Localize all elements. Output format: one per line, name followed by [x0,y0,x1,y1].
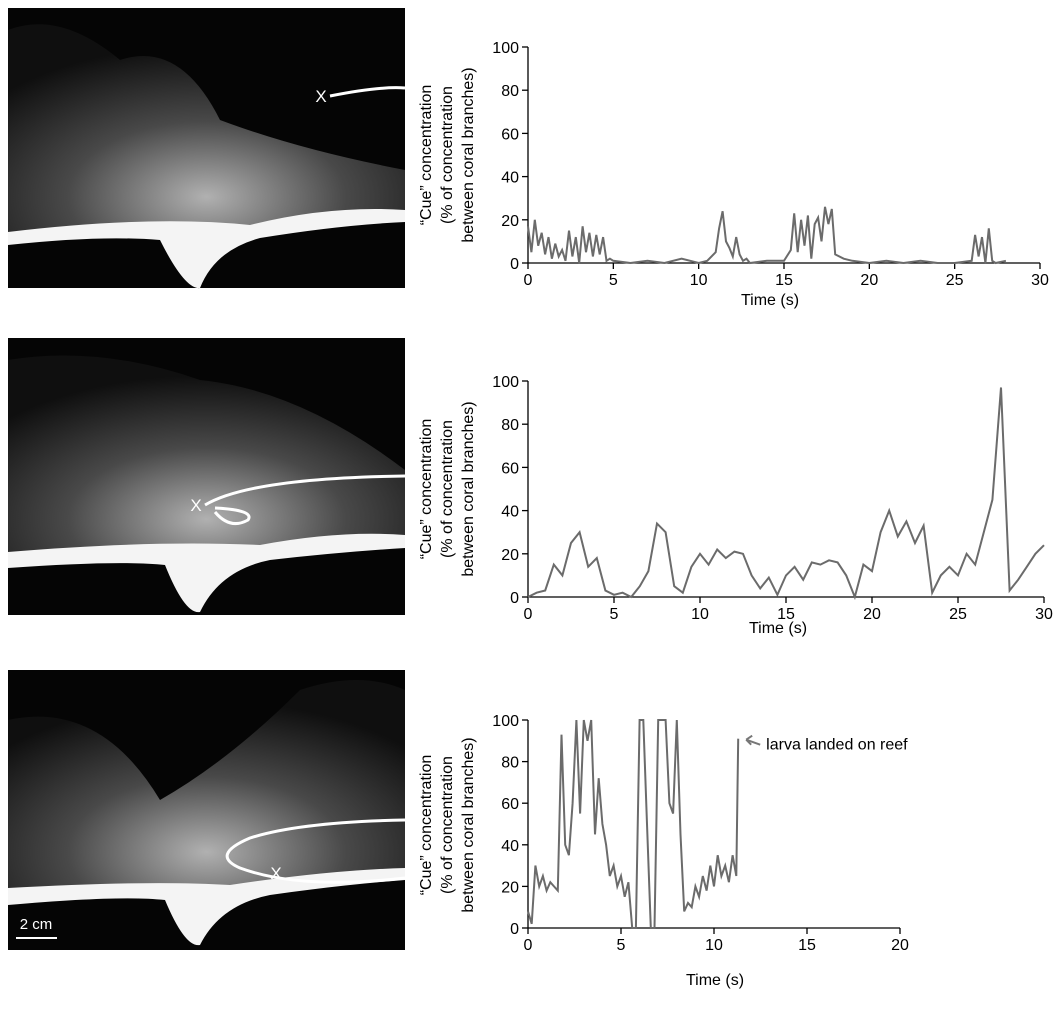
y-axis-label: “Cue” concentration [418,85,435,226]
scale-bar-label: 2 cm [20,916,53,933]
x-tick-label: 5 [610,606,619,623]
x-tick-label: 10 [690,272,708,289]
annotation-arrow [745,734,761,746]
position-marker: X [190,496,201,515]
y-tick-label: 60 [501,460,519,477]
x-axis-label: Time (s) [686,972,744,989]
y-tick-label: 80 [501,83,519,100]
y-axis-label: “Cue” concentration [418,419,435,560]
image-panel: X [8,338,406,615]
y-tick-label: 20 [501,213,519,230]
x-tick-label: 10 [691,606,709,623]
y-tick-label: 40 [501,838,519,855]
data-line [527,387,1045,601]
x-tick-label: 5 [609,272,618,289]
x-tick-label: 30 [1031,272,1049,289]
position-marker: X [315,87,326,106]
y-axis-label: between coral branches) [460,67,477,242]
y-tick-label: 60 [501,796,519,813]
x-tick-label: 0 [524,606,533,623]
y-tick-label: 60 [501,126,519,143]
x-tick-label: 20 [863,606,881,623]
y-axis-label: (% of concentration [439,420,456,558]
x-tick-label: 30 [1035,606,1053,623]
y-axis-label: between coral branches) [460,401,477,576]
y-tick-label: 100 [492,713,519,730]
annotation: larva landed on reef [766,737,908,754]
data-line [527,719,740,929]
y-tick-label: 80 [501,755,519,772]
position-marker: X [270,864,281,883]
y-tick-label: 100 [492,374,519,391]
y-tick-label: 80 [501,417,519,434]
x-tick-label: 20 [860,272,878,289]
image-panel: X [8,8,406,289]
y-axis-label: (% of concentration [439,756,456,894]
x-tick-label: 0 [524,937,533,954]
y-axis-label: (% of concentration [439,86,456,224]
x-tick-label: 15 [798,937,816,954]
data-line [527,206,1007,265]
y-axis-label: between coral branches) [460,737,477,912]
y-tick-label: 0 [510,921,519,938]
x-tick-label: 15 [777,606,795,623]
x-tick-label: 25 [949,606,967,623]
x-tick-label: 20 [891,937,909,954]
x-tick-label: 10 [705,937,723,954]
y-tick-label: 20 [501,547,519,564]
y-tick-label: 0 [510,256,519,273]
x-axis-label: Time (s) [749,620,807,637]
y-tick-label: 20 [501,879,519,896]
y-axis-label: “Cue” concentration [418,755,435,896]
x-tick-label: 5 [617,937,626,954]
image-panel: X 2 cm [8,670,406,950]
y-tick-label: 40 [501,504,519,521]
y-tick-label: 100 [492,40,519,57]
y-tick-label: 0 [510,590,519,607]
x-tick-label: 0 [524,272,533,289]
x-tick-label: 15 [775,272,793,289]
x-axis-label: Time (s) [741,292,799,309]
y-tick-label: 40 [501,170,519,187]
x-tick-label: 25 [946,272,964,289]
